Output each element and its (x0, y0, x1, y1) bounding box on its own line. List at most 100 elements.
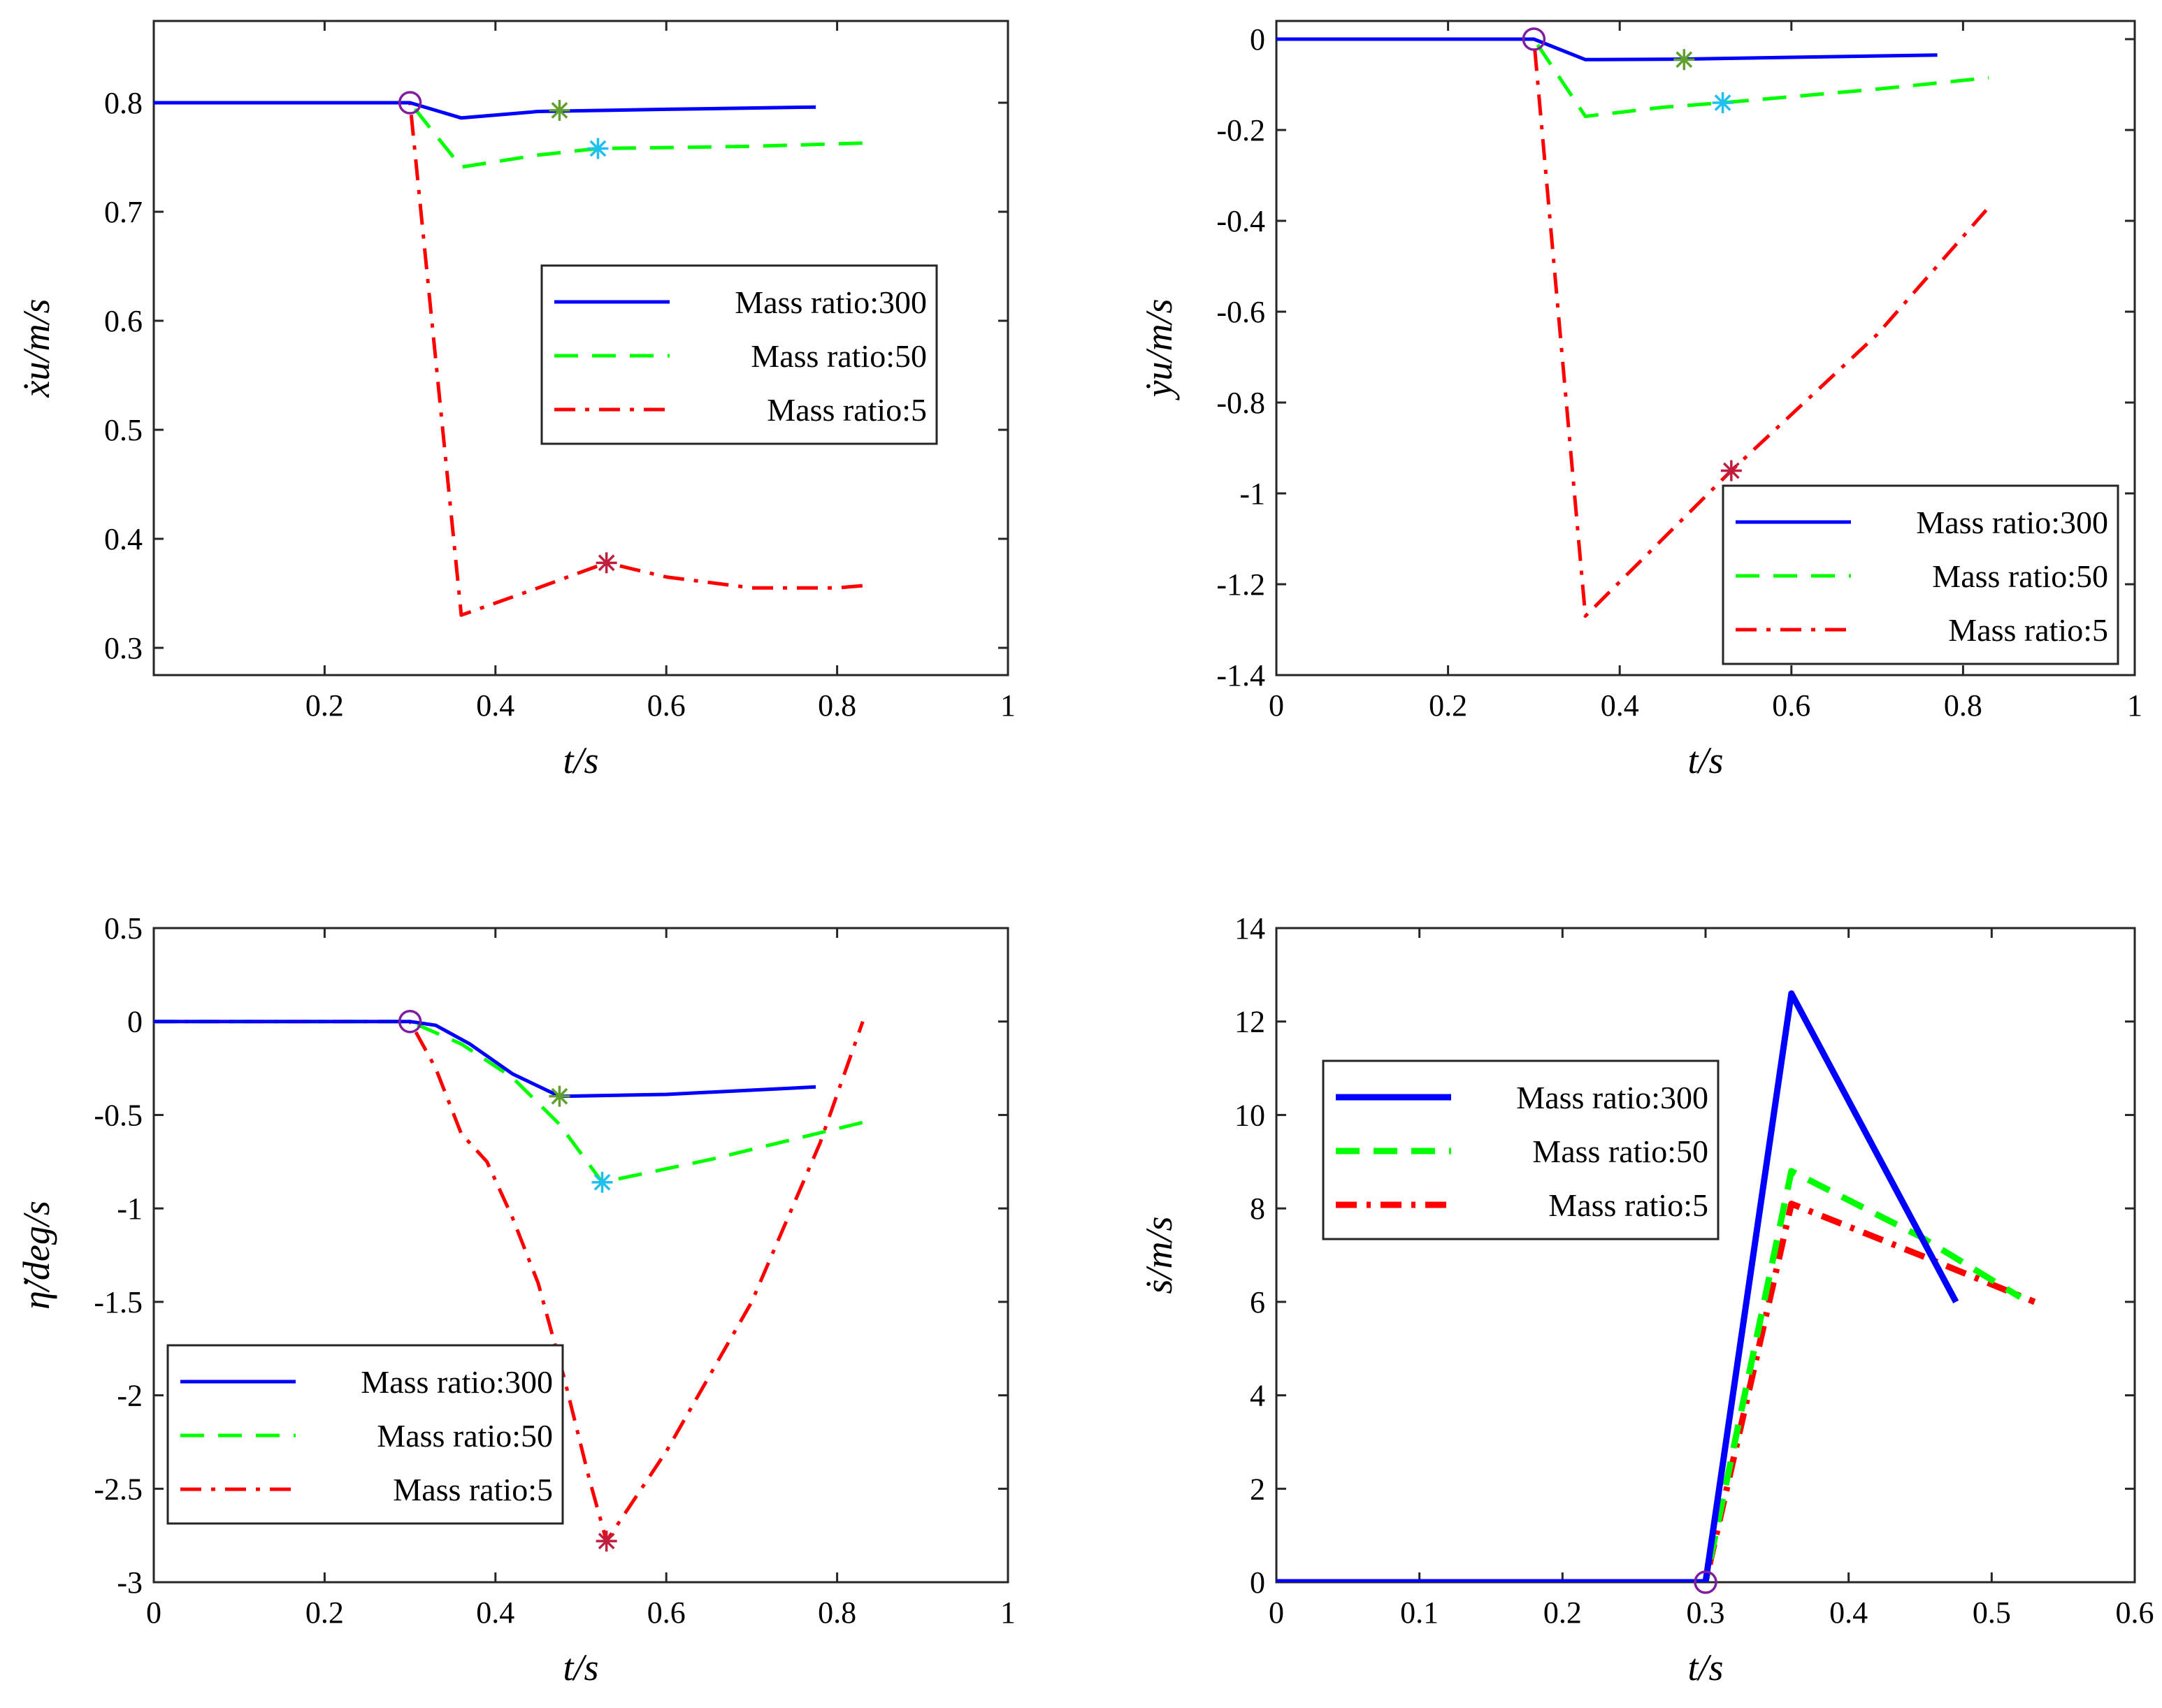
y-tick-label: -0.2 (1216, 113, 1265, 147)
series-group (1276, 37, 1991, 618)
x-tick-label: 0.6 (2116, 1595, 2154, 1630)
y-tick-label: -1.5 (94, 1285, 143, 1319)
x-tick-label: 0 (1269, 1595, 1284, 1630)
x-tick-label: 0.2 (1429, 688, 1467, 723)
y-tick-label: -0.4 (1216, 204, 1265, 238)
legend: Mass ratio:300 Mass ratio:50 Mass ratio:5 (1322, 1059, 1720, 1240)
series-line-mass-ratio-300 (154, 1020, 816, 1099)
series-line-mass-ratio-50 (1276, 1168, 2022, 1582)
y-tick-label: -1 (117, 1192, 143, 1226)
y-tick-label: 6 (1250, 1285, 1265, 1319)
legend-entry: Mass ratio:50 (751, 338, 927, 374)
legend: Mass ratio:300 Mass ratio:50 Mass ratio:5 (540, 264, 938, 445)
x-tick-label: 0.8 (1944, 688, 1982, 723)
y-tick-label: 0 (1250, 22, 1265, 57)
y-tick-label: -1.2 (1216, 567, 1265, 602)
series-line-mass-ratio-300 (154, 101, 816, 120)
x-tick-label: 0.6 (1772, 688, 1810, 723)
chart-panel-top-right: 0 0.2 0.4 0.6 0.8 1 -1.4 -1.2 -1 -0.8 -0.6 -0.4 -0.2… (1138, 20, 2142, 781)
series-line-mass-ratio-5 (1276, 1201, 2036, 1582)
y-tick-label: -0.5 (94, 1098, 143, 1132)
x-axis-label: t/s (563, 739, 598, 781)
x-axis-label: t/s (563, 1647, 598, 1688)
series-line-mass-ratio-300 (1276, 990, 1959, 1582)
y-tick-label: -0.8 (1216, 386, 1265, 420)
x-tick-label: 0.3 (1687, 1595, 1725, 1630)
x-tick-label: 0.8 (818, 688, 856, 723)
y-tick-label: 14 (1234, 911, 1265, 946)
event-marker-circle (1522, 27, 1546, 51)
series-line-mass-ratio-300 (1276, 37, 1938, 61)
x-tick-label: 0 (1269, 688, 1284, 723)
x-axis-label: t/s (1687, 1647, 1723, 1688)
legend-entry: Mass ratio:300 (735, 284, 927, 320)
series-line-mass-ratio-50 (1276, 37, 1989, 118)
y-tick-label: 12 (1234, 1005, 1265, 1039)
legend: Mass ratio:300 Mass ratio:50 Mass ratio:5 (166, 1344, 564, 1525)
legend: Mass ratio:300 Mass ratio:50 Mass ratio:5 (1722, 484, 2119, 665)
chart-panel-bottom-right: 0 0.1 0.2 0.3 0.4 0.5 0.6 0 2 4 6 8 10 12 14 t/s ṡ/m/s Ma… (1138, 911, 2154, 1688)
y-axis-label: ẏu/m/s (1138, 299, 1180, 401)
series-line-mass-ratio-5 (1276, 37, 1991, 618)
x-tick-label: 1 (2127, 688, 2142, 723)
x-tick-label: 0.6 (647, 1595, 686, 1630)
event-marker-star (591, 1171, 613, 1193)
x-tick-label: 0.4 (1829, 1595, 1868, 1630)
x-tick-label: 0.4 (476, 688, 514, 723)
y-tick-label: 0.8 (104, 86, 143, 120)
legend-entry: Mass ratio:50 (1532, 1134, 1708, 1169)
event-marker-circle (398, 91, 422, 115)
y-axis-label: ṡ/m/s (1138, 1216, 1180, 1294)
y-tick-label: -3 (117, 1565, 143, 1600)
y-tick-label: 4 (1250, 1379, 1265, 1413)
y-tick-label: 2 (1250, 1472, 1265, 1506)
x-tick-label: 0.5 (1973, 1595, 2011, 1630)
x-tick-label: 1 (1000, 688, 1016, 723)
event-marker-star (549, 99, 570, 121)
event-marker-star (549, 1085, 570, 1107)
y-tick-label: 0.7 (104, 195, 143, 229)
legend-entry: Mass ratio:5 (1548, 1187, 1708, 1223)
y-tick-label: -2 (117, 1379, 143, 1413)
x-tick-label: 0.6 (647, 688, 686, 723)
event-marker-star (1673, 49, 1695, 71)
event-marker-star (587, 138, 609, 159)
y-tick-label: -1.4 (1216, 658, 1265, 693)
x-tick-label: 1 (1000, 1595, 1016, 1630)
event-marker-circle (1694, 1570, 1717, 1594)
y-tick-label: 0.5 (104, 911, 143, 946)
y-axis-label: η̇/deg/s (15, 1201, 57, 1310)
event-marker-star (596, 552, 617, 574)
legend-entry: Mass ratio:300 (361, 1364, 553, 1400)
y-tick-label: 0 (127, 1005, 143, 1039)
x-tick-label: 0.2 (1543, 1595, 1582, 1630)
y-tick-label: 8 (1250, 1192, 1265, 1226)
y-tick-label: -1 (1239, 477, 1265, 511)
y-tick-label: 0.5 (104, 413, 143, 447)
legend-entry: Mass ratio:300 (1516, 1080, 1708, 1115)
legend-entry: Mass ratio:50 (377, 1418, 553, 1454)
series-line-mass-ratio-5 (154, 1020, 865, 1543)
y-tick-label: 0.4 (104, 522, 143, 556)
x-tick-label: 0.4 (476, 1595, 514, 1630)
event-marker-star (596, 1530, 617, 1552)
legend-entry: Mass ratio:300 (1916, 505, 2108, 540)
x-tick-label: 0 (146, 1595, 161, 1630)
series-line-mass-ratio-50 (154, 101, 863, 169)
legend-entry: Mass ratio:5 (393, 1472, 553, 1507)
y-tick-label: 0.6 (104, 304, 143, 338)
y-axis-label: ẋu/m/s (15, 299, 57, 398)
y-tick-label: 10 (1234, 1098, 1265, 1132)
y-tick-label: -2.5 (94, 1472, 143, 1506)
x-axis-label: t/s (1687, 739, 1723, 781)
chart-panel-top-left: 0.2 0.4 0.6 0.8 1 0.3 0.4 0.5 0.6 0.7 0.8 t/s ẋu/m/s… (15, 20, 1016, 781)
y-tick-label: -0.6 (1216, 295, 1265, 329)
legend-entry: Mass ratio:5 (767, 392, 927, 428)
x-tick-label: 0.2 (305, 1595, 344, 1630)
y-tick-label: 0.3 (104, 631, 143, 665)
x-tick-label: 0.1 (1400, 1595, 1439, 1630)
x-tick-label: 0.8 (818, 1595, 856, 1630)
axes-box (1275, 927, 2136, 1584)
y-tick-label: 0 (1250, 1565, 1265, 1600)
